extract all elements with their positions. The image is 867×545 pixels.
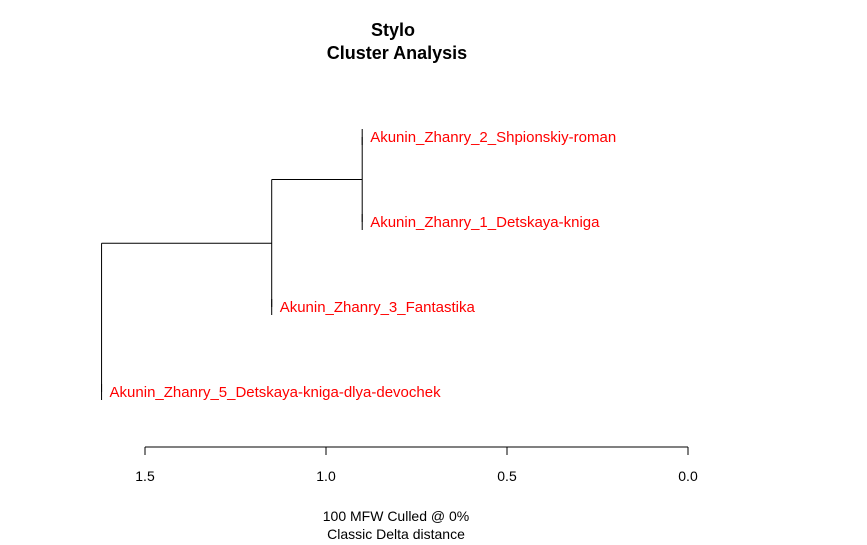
- chart-title: Stylo: [371, 20, 415, 40]
- caption-mfw: 100 MFW Culled @ 0%: [323, 508, 469, 524]
- x-tick-label-2: 0.5: [497, 468, 517, 484]
- leaf-label-2: Akunin_Zhanry_3_Fantastika: [280, 299, 476, 316]
- x-tick-label-3: 0.0: [678, 468, 698, 484]
- x-axis-ticks: 1.5 1.0 0.5 0.0: [135, 447, 698, 484]
- dendrogram-leaf-labels: Akunin_Zhanry_2_Shpionskiy-roman Akunin_Z…: [110, 129, 617, 401]
- leaf-label-3: Akunin_Zhanry_5_Detskaya-kniga-dlya-devo…: [110, 384, 442, 401]
- x-tick-label-0: 1.5: [135, 468, 155, 484]
- leaf-label-0: Akunin_Zhanry_2_Shpionskiy-roman: [370, 129, 616, 146]
- chart-subtitle: Cluster Analysis: [327, 43, 467, 63]
- dendrogram-branches: [101, 129, 363, 400]
- caption-distance: Classic Delta distance: [327, 526, 465, 542]
- leaf-label-1: Akunin_Zhanry_1_Detskaya-kniga: [370, 214, 600, 231]
- x-axis: 1.5 1.0 0.5 0.0: [135, 446, 698, 484]
- x-tick-label-1: 1.0: [316, 468, 336, 484]
